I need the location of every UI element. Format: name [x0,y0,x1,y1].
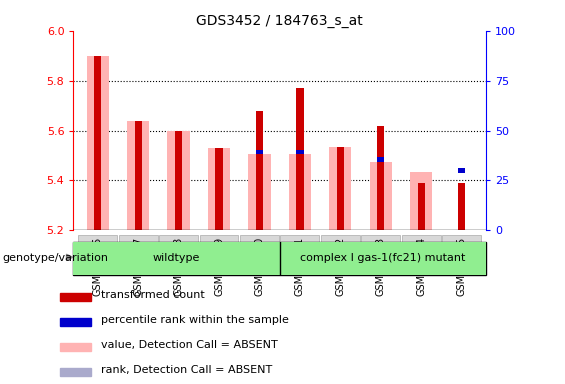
Bar [60,368,91,376]
Bar [134,161,142,230]
FancyBboxPatch shape [321,235,360,250]
Text: complex I gas-1(fc21) mutant: complex I gas-1(fc21) mutant [300,253,466,263]
FancyBboxPatch shape [362,235,400,250]
Bar [60,293,91,301]
Bar [296,154,303,230]
FancyBboxPatch shape [240,235,279,250]
Bar [329,147,351,230]
Bar [256,111,263,230]
Bar [256,150,263,154]
Bar [377,126,384,230]
Text: rank, Detection Call = ABSENT: rank, Detection Call = ABSENT [101,364,272,375]
Bar [215,166,223,230]
Bar [134,121,142,230]
Bar [60,318,91,326]
FancyBboxPatch shape [199,235,238,250]
Bar [73,242,280,275]
FancyBboxPatch shape [119,235,158,250]
Bar [370,162,392,230]
Bar [289,154,311,230]
Text: transformed count: transformed count [101,290,205,300]
Bar [256,154,263,230]
Bar [280,242,486,275]
Bar [167,131,190,230]
Bar [296,150,303,154]
Text: genotype/variation: genotype/variation [3,253,109,263]
Bar [418,183,425,230]
Bar [208,148,230,230]
Bar [215,148,223,230]
Bar [175,131,182,230]
Bar [94,56,101,230]
Bar [337,163,344,230]
FancyBboxPatch shape [159,235,198,250]
Bar [377,162,384,230]
FancyBboxPatch shape [280,235,319,250]
Bar [249,154,271,230]
Bar [94,158,101,230]
Bar [410,172,432,230]
Bar [458,169,466,173]
Bar [458,183,466,230]
FancyBboxPatch shape [442,235,481,250]
Bar [127,121,149,230]
FancyBboxPatch shape [402,235,441,250]
Bar [337,147,344,230]
Bar [175,162,182,230]
Text: percentile rank within the sample: percentile rank within the sample [101,314,289,325]
Bar [296,88,303,230]
Title: GDS3452 / 184763_s_at: GDS3452 / 184763_s_at [196,14,363,28]
Bar [377,157,384,162]
Text: wildtype: wildtype [153,253,200,263]
Text: value, Detection Call = ABSENT: value, Detection Call = ABSENT [101,339,278,350]
FancyBboxPatch shape [79,235,117,250]
Bar [60,343,91,351]
Bar [86,56,109,230]
